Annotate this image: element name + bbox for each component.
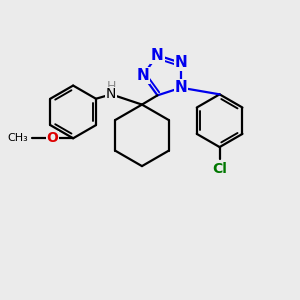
Text: Cl: Cl	[212, 162, 227, 176]
Text: N: N	[106, 87, 116, 101]
Text: N: N	[151, 48, 164, 63]
Text: N: N	[136, 68, 149, 83]
Text: O: O	[47, 131, 58, 145]
Text: H: H	[106, 80, 116, 93]
Text: N: N	[175, 80, 188, 95]
Text: CH₃: CH₃	[7, 133, 28, 143]
Text: N: N	[175, 56, 188, 70]
